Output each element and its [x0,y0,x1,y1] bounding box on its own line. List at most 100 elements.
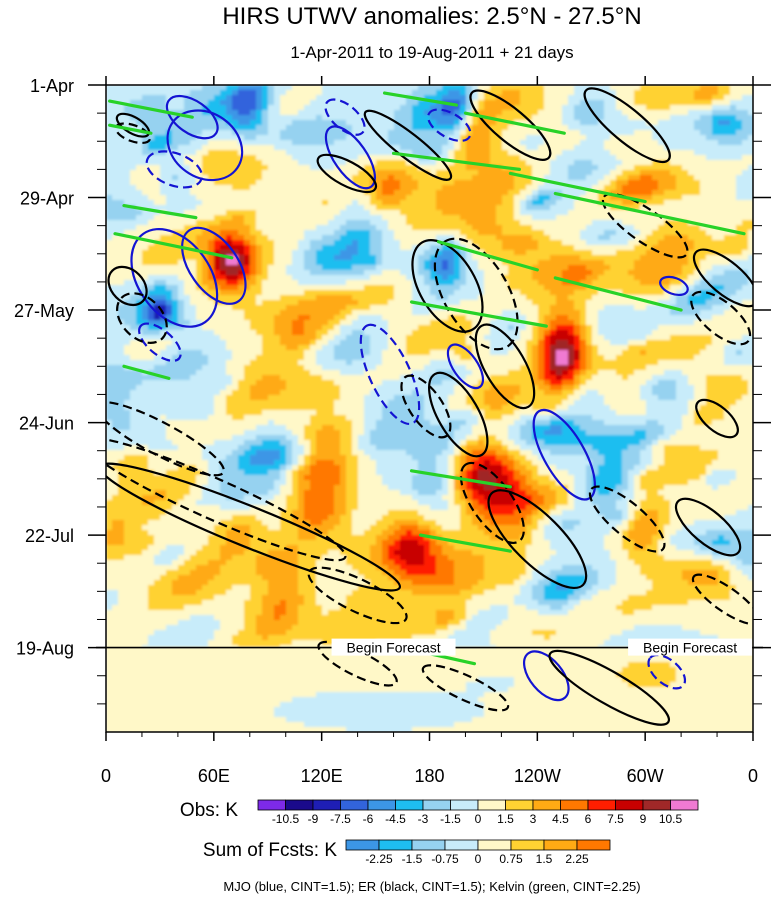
colorbar-swatch [505,799,534,811]
chart-title: HIRS UTWV anomalies: 2.5°N - 27.5°N [222,3,641,30]
colorbar-swatch [477,839,512,851]
kelvin-band-2 [122,203,198,220]
x-tick-label: 120W [514,766,561,786]
er-contour-4 [106,462,402,592]
kelvin-band-4 [122,364,171,380]
x-axis: 0 60E 120E 180 120W 60W 0 [101,76,758,786]
mjo-contour-7 [324,98,366,136]
colorbar-level: -6 [363,812,374,826]
er-contour-25 [674,497,742,557]
colorbar-level: 0 [475,812,482,826]
colorbar-level: 2.25 [565,852,589,866]
er-contour-6 [307,566,408,625]
y-axis: 1-Apr 29-Apr 27-May 24-Jun 22-Jul 19-Aug [14,76,771,705]
er-contour-8 [316,153,378,194]
colorbar-swatch [450,799,479,811]
colorbar-level: 3 [530,812,537,826]
contour-legend-note: MJO (blue, CINT=1.5); ER (black, CINT=1.… [223,879,640,894]
forecast-label: Begin Forecast [643,640,737,656]
x-tick-label: 0 [748,766,758,786]
er-contour-10 [411,239,484,333]
er-contour-1 [107,265,148,307]
fcst-colorbar: Sum of Fcsts: K -2.25 -1.5 -0.75 0 0.75 1.5 2.2… [203,839,611,866]
kelvin-band-5 [382,91,459,107]
colorbar-swatch [312,799,341,811]
colorbar-level: -3 [418,812,429,826]
er-contour-2 [116,292,168,344]
kelvin-band-1 [107,123,153,135]
er-contour-26 [691,573,753,626]
colorbar-swatch [285,799,314,811]
mjo-contour-11 [532,408,596,501]
mjo-contours [130,94,689,702]
contour-layer [106,87,753,726]
er-contour-17 [421,664,510,712]
er-contour-24 [588,485,666,553]
colorbar-swatch [444,839,479,851]
y-tick-label: 19-Aug [16,639,74,659]
colorbar-level: -2.25 [365,852,393,866]
colorbar-title: Obs: K [180,800,238,821]
colorbar-swatch [560,799,589,811]
mjo-contour-2 [145,150,203,189]
er-contour-3 [106,436,347,562]
colorbar-level: -1.5 [402,852,423,866]
forecast-labels: Begin Forecast Begin Forecast [331,638,753,656]
y-tick-label: 22-Jul [25,526,74,546]
colorbar-level: 1.5 [497,812,514,826]
colorbar-swatch [411,839,446,851]
er-contour-19 [469,89,552,161]
mjo-contour-9 [446,343,485,390]
kelvin-band-6 [463,111,566,135]
colorbar-swatch [642,799,671,811]
kelvin-band-14 [418,533,512,553]
colorbar-level: 9 [640,812,647,826]
colorbar-level: 0.75 [499,852,523,866]
er-contour-22 [692,248,753,308]
y-tick-label: 1-Apr [30,76,74,96]
kelvin-band-13 [409,469,512,489]
colorbar-swatch [257,799,286,811]
x-tick-label: 180 [414,766,444,786]
mjo-contour-10 [427,108,472,142]
er-contour-27 [695,398,739,439]
colorbar-swatch [340,799,369,811]
y-tick-label: 24-Jun [19,414,74,434]
forecast-label: Begin Forecast [346,640,440,656]
er-contour-18 [548,649,671,726]
kelvin-band-0 [107,99,194,119]
colorbar-swatch [477,799,506,811]
mjo-contour-1 [166,109,244,182]
colorbar-level: -10.5 [272,812,300,826]
colorbar-swatch [670,799,699,811]
x-tick-label: 60E [198,766,230,786]
colorbar-swatch [587,799,616,811]
er-contour-13 [474,323,536,410]
kelvin-band-3 [113,232,234,260]
y-tick-label: 29-Apr [20,189,74,209]
er-contour-15 [459,461,525,545]
colorbar-level: 1.5 [536,852,553,866]
colorbar-level: 4.5 [552,812,569,826]
colorbar-level: 7.5 [607,812,624,826]
er-contour-20 [583,87,671,164]
colorbar-swatch [510,839,545,851]
y-tick-label: 27-May [14,301,74,321]
x-tick-label: 120E [301,766,343,786]
colorbar-level: 10.5 [659,812,683,826]
er-contour-23 [690,290,752,346]
er-contour-12 [428,371,489,458]
colorbar-title: Sum of Fcsts: K [203,840,337,861]
kelvin-band-10 [436,240,539,272]
colorbar-swatch [576,839,611,851]
colorbar-swatch [532,799,561,811]
mjo-contour-4 [181,226,247,305]
forecast-label-bg [628,638,753,656]
colorbar-swatch [395,799,424,811]
colorbar-level: -7.5 [330,812,351,826]
colorbar-swatch [378,839,413,851]
er-contour-21 [601,192,689,259]
colorbar-swatch [543,839,578,851]
chart-subtitle: 1-Apr-2011 to 19-Aug-2011 + 21 days [290,43,573,62]
